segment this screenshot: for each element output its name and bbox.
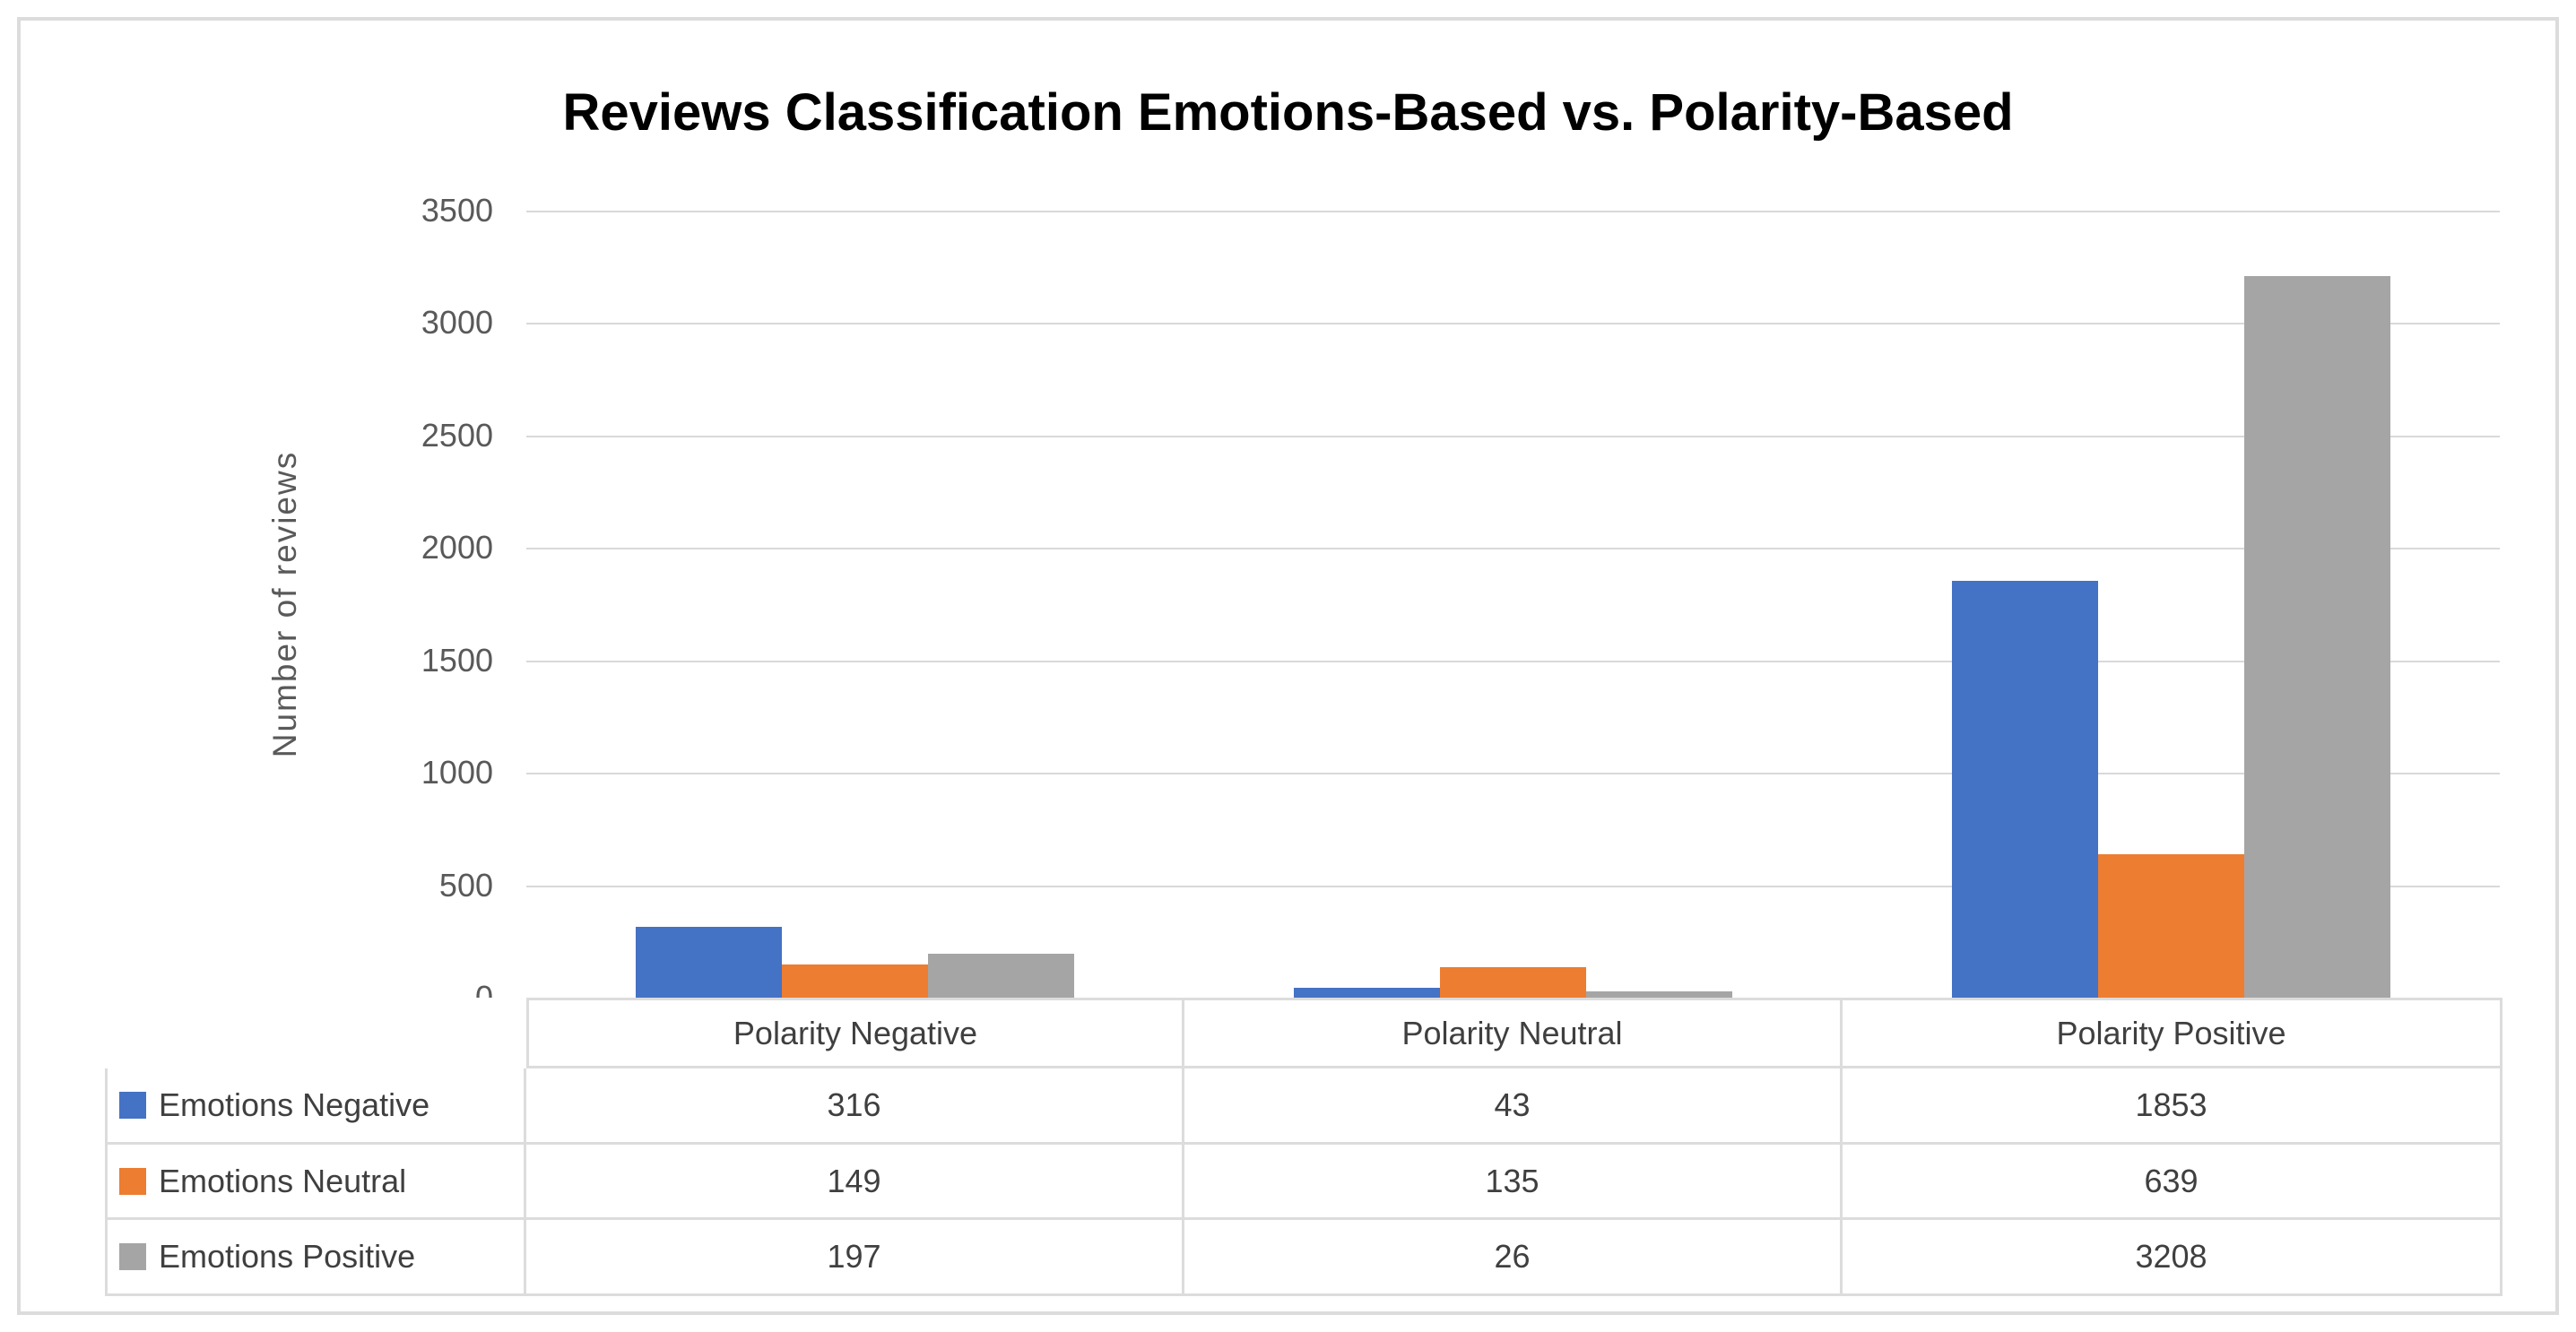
bar-emotions-negative-polarity-neutral: [1294, 988, 1440, 998]
value-cell-emotions-positive-polarity-negative: 197: [526, 1220, 1184, 1296]
legend-label: Emotions Positive: [159, 1238, 416, 1275]
bar-emotions-neutral-polarity-neutral: [1440, 967, 1586, 998]
value-cell-emotions-positive-polarity-neutral: 26: [1184, 1220, 1843, 1296]
value-cell-emotions-negative-polarity-negative: 316: [526, 1068, 1184, 1145]
table-header-polarity-negative: Polarity Negative: [526, 998, 1184, 1068]
value-cell-emotions-negative-polarity-positive: 1853: [1843, 1068, 2502, 1145]
y-tick-label-1000: 1000: [421, 754, 493, 791]
gridline-1500: [526, 660, 2500, 662]
y-tick-label-3500: 3500: [421, 192, 493, 229]
bar-emotions-positive-polarity-positive: [2243, 276, 2390, 998]
value-cell-emotions-positive-polarity-positive: 3208: [1843, 1220, 2502, 1296]
table-corner-cell: [105, 998, 526, 1068]
bar-emotions-negative-polarity-negative: [636, 927, 783, 998]
gridline-1000: [526, 773, 2500, 775]
plot-area: [526, 211, 2500, 998]
table-header-polarity-neutral: Polarity Neutral: [1184, 998, 1843, 1068]
bar-emotions-positive-polarity-neutral: [1586, 991, 1732, 998]
y-tick-label-1500: 1500: [421, 641, 493, 679]
chart-title: Reviews Classification Emotions-Based vs…: [562, 83, 2014, 142]
bar-emotions-positive-polarity-negative: [928, 954, 1075, 998]
table-header-polarity-positive: Polarity Positive: [1843, 998, 2502, 1068]
bar-emotions-negative-polarity-positive: [1951, 581, 2098, 998]
y-axis-title: Number of reviews: [266, 450, 303, 758]
bar-emotions-neutral-polarity-positive: [2097, 854, 2244, 998]
value-cell-emotions-negative-polarity-neutral: 43: [1184, 1068, 1843, 1145]
bar-emotions-neutral-polarity-negative: [782, 964, 929, 998]
legend-item-emotions-positive: Emotions Positive: [105, 1220, 526, 1296]
gridline-3000: [526, 323, 2500, 325]
gridline-3500: [526, 211, 2500, 212]
gridline-2500: [526, 435, 2500, 437]
value-cell-emotions-neutral-polarity-negative: 149: [526, 1145, 1184, 1220]
gridline-2000: [526, 548, 2500, 550]
y-tick-label-500: 500: [438, 866, 493, 904]
legend-swatch-icon: [119, 1167, 146, 1195]
legend-item-emotions-negative: Emotions Negative: [105, 1068, 526, 1145]
legend-label: Emotions Negative: [159, 1086, 430, 1123]
legend-swatch-icon: [119, 1092, 146, 1119]
legend-item-emotions-neutral: Emotions Neutral: [105, 1145, 526, 1220]
legend-swatch-icon: [119, 1243, 146, 1270]
data-table: Polarity Negative Polarity Neutral Polarit…: [105, 998, 2502, 1296]
y-tick-label-3000: 3000: [421, 304, 493, 342]
y-tick-label-2500: 2500: [421, 416, 493, 454]
y-tick-label-2000: 2000: [421, 529, 493, 567]
legend-label: Emotions Neutral: [159, 1162, 407, 1199]
value-cell-emotions-neutral-polarity-neutral: 135: [1184, 1145, 1843, 1220]
value-cell-emotions-neutral-polarity-positive: 639: [1843, 1145, 2502, 1220]
gridline-500: [526, 885, 2500, 887]
